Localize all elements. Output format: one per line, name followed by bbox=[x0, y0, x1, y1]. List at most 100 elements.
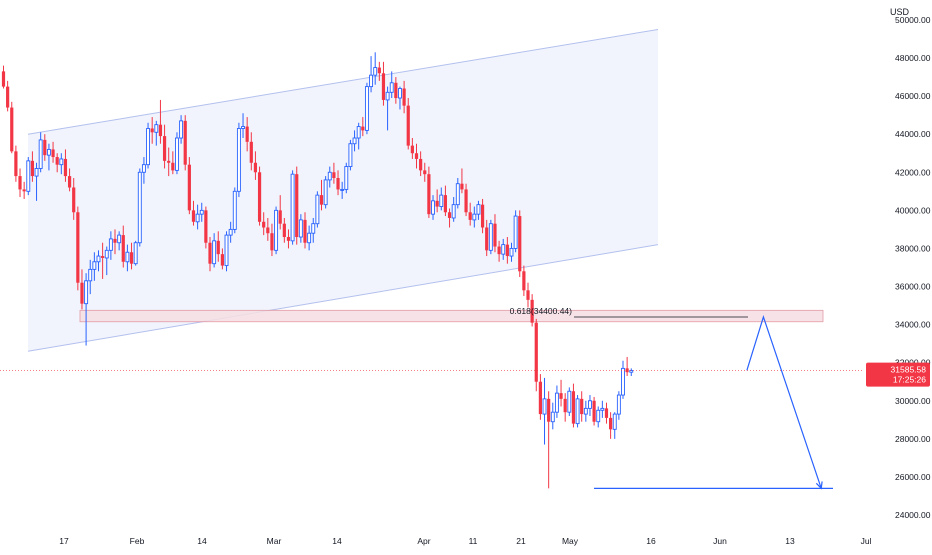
candle bbox=[220, 248, 224, 270]
price-badge-countdown: 17:25:26 bbox=[893, 375, 926, 385]
channel-upper-line[interactable] bbox=[27, 28, 659, 135]
candle-body bbox=[253, 162, 258, 173]
candle bbox=[604, 402, 609, 424]
candle-body bbox=[133, 242, 138, 265]
candle bbox=[580, 391, 584, 422]
candle-body bbox=[497, 246, 501, 255]
candle-body bbox=[361, 126, 365, 131]
candle bbox=[625, 356, 629, 377]
x-tick-label: Jul bbox=[861, 536, 872, 546]
candle-body bbox=[612, 413, 617, 430]
candle-body bbox=[534, 322, 538, 382]
candle-body bbox=[195, 213, 200, 223]
candle-body bbox=[583, 407, 588, 415]
candle bbox=[616, 391, 621, 420]
channel-lower-line[interactable] bbox=[27, 244, 659, 352]
x-tick-label: 17 bbox=[59, 536, 69, 546]
candle bbox=[158, 99, 163, 144]
candle bbox=[108, 231, 113, 260]
candle bbox=[22, 181, 26, 199]
candle bbox=[137, 168, 142, 247]
price-badge[interactable] bbox=[866, 362, 930, 387]
candle bbox=[46, 143, 51, 171]
candle-body bbox=[286, 237, 291, 241]
candle-body bbox=[6, 86, 10, 108]
candle-body bbox=[439, 194, 444, 208]
x-tick-label: Feb bbox=[130, 536, 145, 546]
candle bbox=[34, 162, 39, 201]
candle-body bbox=[493, 223, 497, 247]
candle-body bbox=[1, 71, 6, 87]
projection-arrowhead bbox=[815, 481, 823, 490]
candle bbox=[534, 318, 538, 392]
candle-body bbox=[480, 204, 485, 228]
candle bbox=[154, 120, 159, 146]
candle-body bbox=[67, 176, 72, 188]
candle-body bbox=[427, 174, 431, 215]
candle bbox=[509, 242, 514, 262]
candle-body bbox=[241, 126, 245, 129]
candle-body bbox=[332, 172, 336, 178]
candle-body bbox=[509, 247, 514, 257]
candle bbox=[311, 217, 316, 243]
candle-body bbox=[373, 67, 378, 76]
candle-body bbox=[542, 398, 547, 415]
candle bbox=[464, 183, 468, 217]
candle-body bbox=[435, 200, 439, 207]
candle bbox=[26, 157, 31, 196]
candle bbox=[92, 252, 97, 281]
candle bbox=[199, 202, 204, 222]
candle-body bbox=[266, 227, 270, 234]
candle bbox=[266, 217, 270, 241]
projection-path[interactable] bbox=[746, 315, 822, 489]
candle bbox=[547, 391, 551, 489]
candle bbox=[423, 162, 427, 182]
candle bbox=[43, 134, 47, 161]
candle bbox=[435, 189, 439, 213]
candle-body bbox=[364, 86, 369, 131]
candle-body bbox=[394, 82, 398, 99]
y-tick-label: 44000.00 bbox=[895, 129, 931, 139]
candle bbox=[63, 149, 68, 182]
candle bbox=[290, 170, 295, 245]
y-tick-label: 34000.00 bbox=[895, 320, 931, 330]
candle-body bbox=[604, 408, 609, 418]
time-axis[interactable] bbox=[0, 530, 932, 550]
candle bbox=[72, 177, 76, 220]
candle-body bbox=[468, 212, 472, 220]
candle bbox=[59, 153, 64, 175]
candle-body bbox=[22, 189, 26, 192]
candle bbox=[559, 379, 563, 407]
candle bbox=[361, 117, 365, 137]
currency-label: USD bbox=[890, 7, 910, 17]
candle bbox=[505, 237, 509, 264]
candle-body bbox=[101, 256, 105, 258]
y-tick-label: 46000.00 bbox=[895, 91, 931, 101]
candle-body bbox=[162, 136, 167, 161]
candle bbox=[315, 191, 320, 228]
candle-body bbox=[14, 151, 18, 177]
candle bbox=[609, 412, 613, 439]
candle-body bbox=[389, 82, 394, 93]
candle bbox=[364, 82, 369, 135]
candle bbox=[571, 383, 576, 428]
candle-body bbox=[228, 228, 233, 236]
candle-body bbox=[18, 176, 22, 190]
candle bbox=[195, 204, 200, 230]
candle bbox=[439, 187, 444, 211]
candle bbox=[253, 151, 258, 180]
candle bbox=[51, 141, 55, 163]
candle-body bbox=[199, 209, 204, 215]
candle bbox=[340, 181, 345, 199]
candle-body bbox=[455, 183, 460, 206]
candle-body bbox=[580, 398, 584, 415]
candle bbox=[179, 115, 184, 144]
candle-body bbox=[501, 244, 506, 255]
support-zone[interactable] bbox=[79, 309, 824, 323]
candle-body bbox=[460, 183, 464, 190]
price-axis[interactable] bbox=[862, 0, 932, 530]
candle-body bbox=[72, 187, 76, 213]
candle bbox=[133, 240, 138, 266]
